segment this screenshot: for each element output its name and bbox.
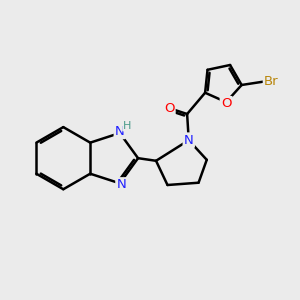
Text: O: O — [221, 97, 231, 110]
Text: H: H — [123, 121, 131, 131]
Text: N: N — [184, 134, 194, 147]
Text: N: N — [116, 178, 126, 191]
Text: O: O — [164, 102, 174, 115]
Text: Br: Br — [264, 75, 278, 88]
Text: N: N — [115, 125, 125, 138]
